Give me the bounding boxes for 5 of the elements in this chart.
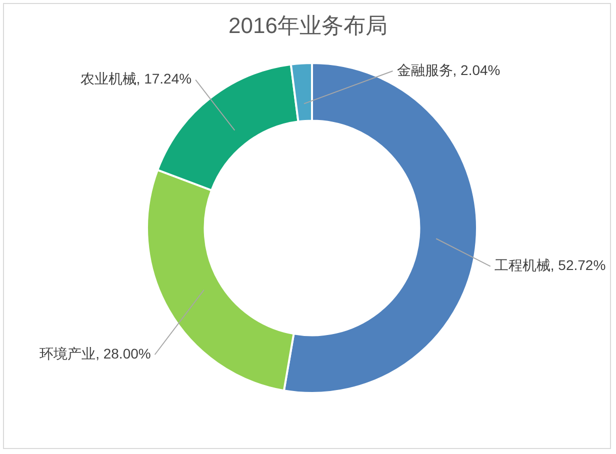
slice-label: 环境产业, 28.00% <box>40 345 151 362</box>
slice-label: 农业机械, 17.24% <box>80 70 192 87</box>
slice-label: 工程机械, 52.72% <box>494 257 606 274</box>
chart-title: 2016年业务布局 <box>228 12 388 40</box>
slice-label: 金融服务, 2.04% <box>396 62 500 78</box>
